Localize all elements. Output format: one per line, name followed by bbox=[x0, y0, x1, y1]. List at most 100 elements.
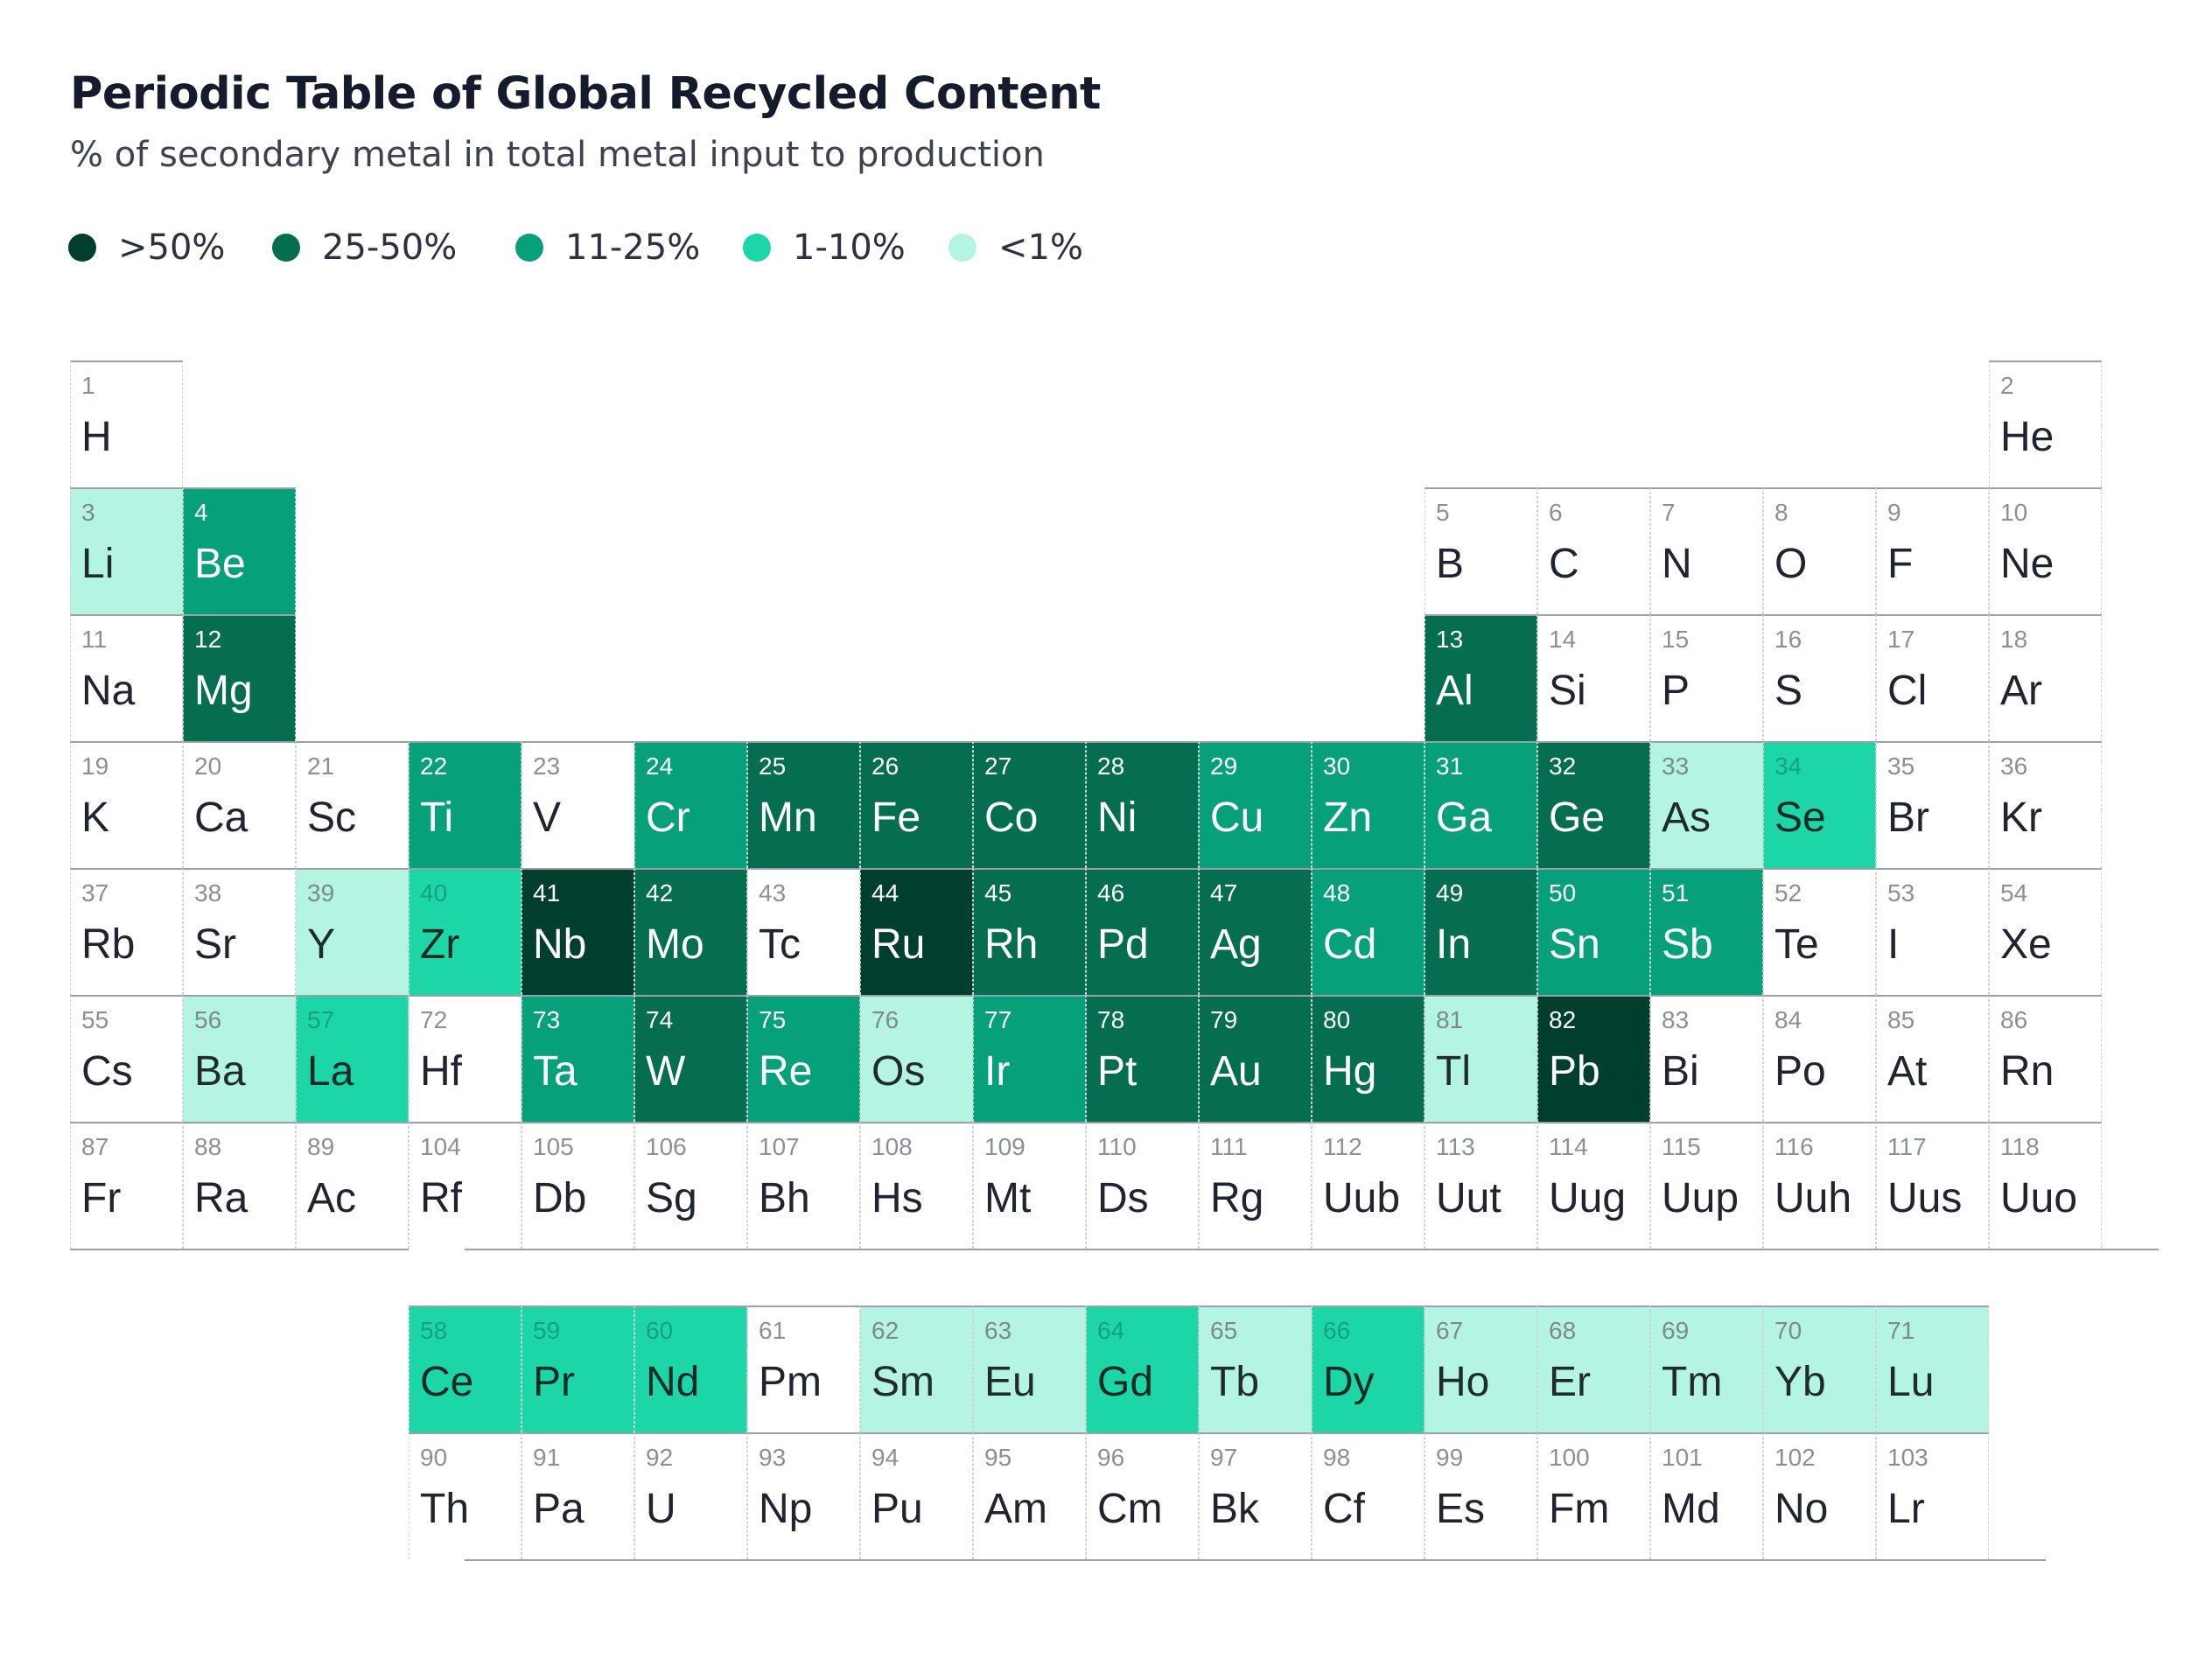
element-symbol: H bbox=[81, 414, 112, 460]
element-cell-pd: 46 Pd bbox=[1086, 868, 1199, 995]
element-cell-w: 74 W bbox=[634, 995, 747, 1122]
element-symbol: Ni bbox=[1097, 794, 1138, 841]
element-cell-y: 39 Y bbox=[296, 868, 409, 995]
atomic-number: 70 bbox=[1774, 1317, 1802, 1344]
atomic-number: 91 bbox=[533, 1444, 561, 1471]
element-cell-au: 79 Au bbox=[1199, 995, 1312, 1122]
element-cell-ni: 28 Ni bbox=[1086, 741, 1199, 868]
element-cell-sn: 50 Sn bbox=[1537, 868, 1650, 995]
element-cell-lu: 71 Lu bbox=[1876, 1306, 1989, 1432]
element-cell-pb: 82 Pb bbox=[1537, 995, 1650, 1122]
element-symbol: N bbox=[1662, 541, 1692, 587]
element-cell-yb: 70 Yb bbox=[1763, 1306, 1876, 1432]
element-symbol: Uug bbox=[1549, 1175, 1627, 1222]
element-cell-mg: 12 Mg bbox=[183, 614, 296, 741]
atomic-number: 109 bbox=[984, 1133, 1026, 1160]
element-symbol: Uup bbox=[1662, 1175, 1740, 1222]
element-symbol: He bbox=[2000, 414, 2054, 460]
atomic-number: 13 bbox=[1436, 626, 1464, 653]
element-cell-k: 19 K bbox=[70, 741, 183, 868]
element-cell-tl: 81 Tl bbox=[1424, 995, 1537, 1122]
element-symbol: Pt bbox=[1097, 1048, 1138, 1095]
atomic-number: 66 bbox=[1323, 1317, 1351, 1344]
atomic-number: 36 bbox=[2000, 752, 2028, 780]
element-symbol: Pb bbox=[1549, 1048, 1600, 1095]
element-cell-al: 13 Al bbox=[1424, 614, 1537, 741]
element-symbol: Yb bbox=[1774, 1359, 1826, 1405]
element-cell-ar: 18 Ar bbox=[1989, 614, 2102, 741]
element-symbol: Rh bbox=[984, 921, 1039, 968]
table-bottom-rule bbox=[465, 1559, 2046, 1561]
element-symbol: Sb bbox=[1662, 921, 1713, 968]
element-cell-db: 105 Db bbox=[522, 1122, 634, 1249]
element-cell-rh: 45 Rh bbox=[973, 868, 1086, 995]
element-symbol: Fm bbox=[1549, 1486, 1610, 1532]
element-symbol: La bbox=[307, 1048, 354, 1095]
chart-title: Periodic Table of Global Recycled Conten… bbox=[70, 68, 1101, 120]
atomic-number: 118 bbox=[2000, 1133, 2040, 1160]
element-symbol: Cs bbox=[81, 1048, 133, 1095]
atomic-number: 68 bbox=[1549, 1317, 1577, 1344]
element-symbol: Cf bbox=[1323, 1486, 1365, 1532]
element-symbol: Pr bbox=[533, 1359, 575, 1405]
atomic-number: 30 bbox=[1323, 752, 1351, 780]
element-cell-ra: 88 Ra bbox=[183, 1122, 296, 1249]
atomic-number: 57 bbox=[307, 1006, 335, 1033]
element-cell-u: 92 U bbox=[634, 1432, 747, 1559]
element-cell-sb: 51 Sb bbox=[1650, 868, 1763, 995]
element-cell-cl: 17 Cl bbox=[1876, 614, 1989, 741]
element-cell-mo: 42 Mo bbox=[634, 868, 747, 995]
atomic-number: 105 bbox=[533, 1133, 574, 1160]
atomic-number: 61 bbox=[759, 1317, 787, 1344]
element-symbol: Rn bbox=[2000, 1048, 2054, 1095]
element-symbol: Ho bbox=[1436, 1359, 1490, 1405]
element-symbol: Ta bbox=[533, 1048, 578, 1095]
element-symbol: No bbox=[1774, 1486, 1829, 1532]
atomic-number: 98 bbox=[1323, 1444, 1351, 1471]
element-symbol: Bh bbox=[759, 1175, 810, 1222]
element-cell-re: 75 Re bbox=[747, 995, 860, 1122]
element-symbol: Sn bbox=[1549, 921, 1600, 968]
element-symbol: Md bbox=[1662, 1486, 1720, 1532]
element-cell-md: 101 Md bbox=[1650, 1432, 1763, 1559]
element-cell-th: 90 Th bbox=[409, 1432, 522, 1559]
element-cell-zr: 40 Zr bbox=[409, 868, 522, 995]
atomic-number: 39 bbox=[307, 879, 335, 906]
atomic-number: 77 bbox=[984, 1006, 1012, 1033]
element-cell-te: 52 Te bbox=[1763, 868, 1876, 995]
element-cell-ru: 44 Ru bbox=[860, 868, 973, 995]
legend-swatch-lt1 bbox=[948, 234, 976, 262]
element-symbol: Np bbox=[759, 1486, 813, 1532]
legend-swatch-gt50 bbox=[68, 234, 96, 262]
element-cell-hf: 72 Hf bbox=[409, 995, 522, 1122]
atomic-number: 65 bbox=[1210, 1317, 1238, 1344]
element-symbol: Ag bbox=[1210, 921, 1262, 968]
element-symbol: Ti bbox=[420, 794, 454, 841]
element-symbol: Hg bbox=[1323, 1048, 1377, 1095]
atomic-number: 74 bbox=[646, 1006, 674, 1033]
atomic-number: 41 bbox=[533, 879, 561, 906]
element-cell-sm: 62 Sm bbox=[860, 1306, 973, 1432]
atomic-number: 80 bbox=[1323, 1006, 1351, 1033]
element-symbol: Na bbox=[81, 668, 136, 714]
element-symbol: Rb bbox=[81, 921, 136, 968]
element-cell-ir: 77 Ir bbox=[973, 995, 1086, 1122]
element-symbol: Ru bbox=[872, 921, 926, 968]
atomic-number: 93 bbox=[759, 1444, 787, 1471]
element-symbol: Es bbox=[1436, 1486, 1486, 1532]
element-symbol: Tm bbox=[1662, 1359, 1723, 1405]
element-cell-rg: 111 Rg bbox=[1199, 1122, 1312, 1249]
element-symbol: Zn bbox=[1323, 794, 1373, 841]
element-symbol: Er bbox=[1549, 1359, 1591, 1405]
atomic-number: 90 bbox=[420, 1444, 448, 1471]
element-cell-co: 27 Co bbox=[973, 741, 1086, 868]
element-symbol: Te bbox=[1774, 921, 1819, 968]
atomic-number: 92 bbox=[646, 1444, 674, 1471]
atomic-number: 40 bbox=[420, 879, 448, 906]
atomic-number: 114 bbox=[1549, 1133, 1588, 1160]
atomic-number: 104 bbox=[420, 1133, 461, 1160]
element-symbol: Ca bbox=[194, 794, 248, 841]
